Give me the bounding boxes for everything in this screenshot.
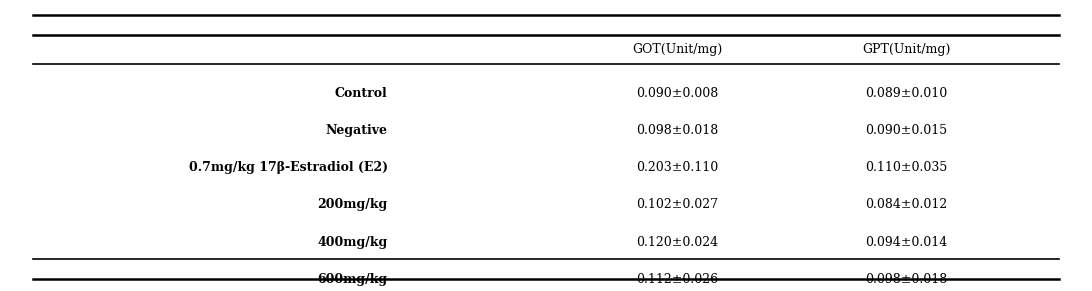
Text: Control: Control <box>335 87 388 100</box>
Text: 0.110±0.035: 0.110±0.035 <box>865 161 948 174</box>
Text: 0.102±0.027: 0.102±0.027 <box>636 198 719 211</box>
Text: 0.090±0.015: 0.090±0.015 <box>865 124 948 137</box>
Text: 0.094±0.014: 0.094±0.014 <box>865 236 948 249</box>
Text: 600mg/kg: 600mg/kg <box>318 273 388 286</box>
Text: 0.090±0.008: 0.090±0.008 <box>636 87 719 100</box>
Text: 0.112±0.026: 0.112±0.026 <box>636 273 719 286</box>
Text: Negative: Negative <box>325 124 388 137</box>
Text: 0.084±0.012: 0.084±0.012 <box>865 198 948 211</box>
Text: 0.098±0.018: 0.098±0.018 <box>865 273 948 286</box>
Text: 0.098±0.018: 0.098±0.018 <box>636 124 719 137</box>
Text: 0.089±0.010: 0.089±0.010 <box>865 87 948 100</box>
Text: GPT(Unit/mg): GPT(Unit/mg) <box>863 43 950 56</box>
Text: GOT(Unit/mg): GOT(Unit/mg) <box>632 43 722 56</box>
Text: 200mg/kg: 200mg/kg <box>318 198 388 211</box>
Text: 0.7mg/kg 17β-Estradiol (E2): 0.7mg/kg 17β-Estradiol (E2) <box>189 161 388 174</box>
Text: 0.120±0.024: 0.120±0.024 <box>636 236 719 249</box>
Text: 0.203±0.110: 0.203±0.110 <box>636 161 719 174</box>
Text: 400mg/kg: 400mg/kg <box>318 236 388 249</box>
